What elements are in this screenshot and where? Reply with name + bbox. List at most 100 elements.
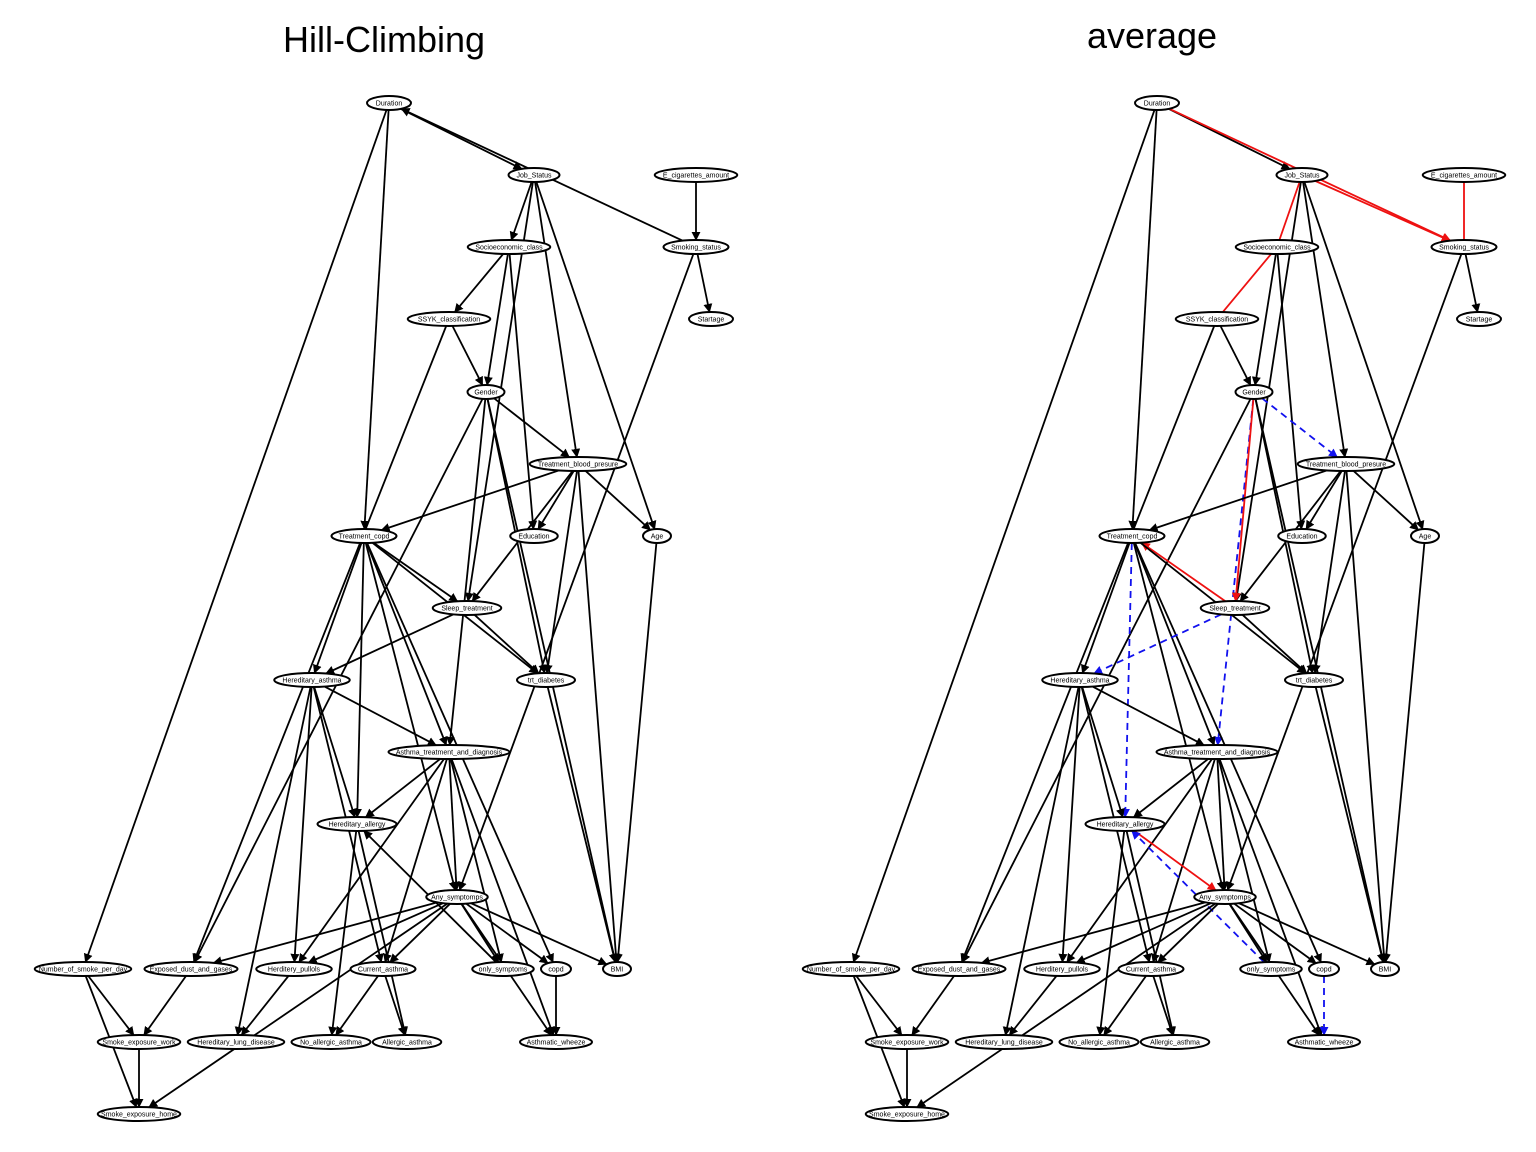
node-ellipse: [1275, 167, 1329, 183]
edge-left-asthma_tad-to-only_symptoms: [449, 758, 504, 963]
node-left-startage: Startage: [688, 311, 734, 327]
node-label: Education: [518, 534, 549, 541]
node-left-herditery_pullols: Herditery_pullols: [255, 961, 333, 977]
node-ellipse: [662, 239, 730, 255]
node-left-e_cig: E_cigarettes_amount: [653, 167, 739, 183]
node-ellipse: [330, 528, 398, 544]
node-label: Hereditary_allergy: [1097, 822, 1154, 829]
node-ellipse: [1370, 961, 1400, 977]
node-ellipse: [1239, 961, 1303, 977]
node-label: Hereditary_asthma: [1050, 678, 1109, 685]
node-right-asthmatic_wheeze: Asthmatic_wheeze: [1287, 1034, 1361, 1050]
edge-left-treatment_copd-to-hereditary_asthma: [313, 542, 363, 674]
node-label: copd: [548, 967, 563, 974]
node-label: Age: [651, 534, 664, 541]
edge-right-sleep_treatment-to-treatment_copd: [1140, 541, 1226, 603]
edge-left-hereditary_asthma-to-hereditary_allergy: [313, 686, 357, 818]
node-label: Education: [1286, 534, 1317, 541]
node-label: No_allergic_asthma: [300, 1040, 362, 1047]
node-left-exposed_dust: Exposed_dust_and_gases: [143, 961, 239, 977]
node-right-duration: Duration: [1134, 95, 1180, 111]
edge-left-duration-to-treatment_copd: [360, 109, 390, 530]
node-label: Hereditary_lung_disease: [965, 1040, 1043, 1047]
node-label: Any_symptomps: [431, 895, 483, 902]
edge-right-hereditary_allergy-to-no_allergic_asthma: [1096, 830, 1126, 1036]
edge-right-tbp-to-treatment_copd: [1148, 469, 1328, 532]
node-left-smoke_work: Smoke_exposure_work: [96, 1034, 182, 1050]
edge-right-socioeconomic_class-to-ssyk: [1222, 253, 1272, 313]
edge-right-gender-to-tbp: [1261, 397, 1338, 458]
node-right-exposed_dust: Exposed_dust_and_gases: [911, 961, 1007, 977]
node-left-hereditary_asthma: Hereditary_asthma: [273, 672, 351, 688]
node-ellipse: [1084, 816, 1166, 832]
node-ellipse: [1139, 1034, 1211, 1050]
node-ellipse: [864, 1034, 950, 1050]
node-right-socioeconomic_class: Socioeconomic_class: [1234, 239, 1320, 255]
node-label: Treatment_copd: [1107, 534, 1158, 541]
node-ellipse: [349, 961, 417, 977]
node-right-hereditary_lung: Hereditary_lung_disease: [954, 1034, 1054, 1050]
node-ellipse: [1234, 384, 1274, 400]
node-left-ssyk: SSYK_classification: [406, 311, 492, 327]
edge-left-job_status-to-socioeconomic_class: [509, 181, 533, 241]
node-ellipse: [1234, 239, 1320, 255]
node-ellipse: [1296, 456, 1396, 472]
node-right-education: Education: [1277, 528, 1327, 544]
node-label: Exposed_dust_and_gases: [918, 967, 1001, 974]
node-left-smoke_home: Smoke_exposure_home: [96, 1106, 182, 1122]
node-label: Hereditary_lung_disease: [197, 1040, 275, 1047]
node-label: Treatment_blood_presure: [1306, 462, 1386, 469]
edge-right-ssyk-to-exposed_dust: [960, 325, 1216, 963]
node-ellipse: [1430, 239, 1498, 255]
node-left-hereditary_lung: Hereditary_lung_disease: [186, 1034, 286, 1050]
edge-right-any_symptomps-to-exposed_dust: [980, 901, 1206, 966]
node-label: Treatment_copd: [339, 534, 390, 541]
node-label: Any_symptomps: [1199, 895, 1251, 902]
edge-right-hereditary_asthma-to-herditery_pullols: [1058, 686, 1081, 963]
node-ellipse: [466, 384, 506, 400]
node-left-no_allergic_asthma: No_allergic_asthma: [290, 1034, 372, 1050]
edge-left-job_status-to-tbp: [534, 181, 581, 458]
edge-right-treatment_copd-to-hereditary_allergy: [1120, 542, 1133, 818]
node-label: Herditery_pullols: [1036, 967, 1089, 974]
node-label: Socioeconomic_class: [475, 245, 543, 252]
node-label: Smoke_exposure_work: [102, 1040, 176, 1047]
edge-right-any_symptomps-to-current_asthma: [1157, 903, 1219, 963]
edge-left-any_symptomps-to-smoke_home: [148, 902, 448, 1108]
node-left-copd: copd: [540, 961, 572, 977]
node-label: BMI: [611, 967, 624, 974]
node-label: Job_Status: [1284, 173, 1320, 180]
edge-right-tbp-to-bmi: [1345, 470, 1389, 963]
node-right-any_symptomps: Any_symptomps: [1193, 889, 1257, 905]
node-ellipse: [186, 1034, 286, 1050]
edge-left-age-to-bmi: [613, 542, 658, 963]
node-right-no_allergic_asthma: No_allergic_asthma: [1058, 1034, 1140, 1050]
node-ellipse: [290, 1034, 372, 1050]
node-ellipse: [688, 311, 734, 327]
edge-right-treatment_copd-to-asthma_tad: [1133, 542, 1216, 746]
node-label: Smoke_exposure_home: [869, 1112, 945, 1119]
node-left-age: Age: [642, 528, 672, 544]
edge-left-hereditary_allergy-to-no_allergic_asthma: [328, 830, 358, 1036]
edge-left-hereditary_asthma-to-asthma_tad: [324, 685, 437, 746]
node-left-education: Education: [509, 528, 559, 544]
node-ellipse: [273, 672, 351, 688]
node-ellipse: [516, 672, 576, 688]
edge-left-tbp-to-bmi: [577, 470, 621, 963]
node-label: Current_asthma: [1126, 967, 1176, 974]
node-left-asthmatic_wheeze: Asthmatic_wheeze: [519, 1034, 593, 1050]
node-ellipse: [1193, 889, 1257, 905]
edge-right-number_smoke-to-smoke_work: [855, 975, 903, 1036]
edge-right-duration-to-number_smoke: [851, 109, 1156, 963]
node-left-current_asthma: Current_asthma: [349, 961, 417, 977]
node-ellipse: [1410, 528, 1440, 544]
node-left-treatment_copd: Treatment_copd: [330, 528, 398, 544]
edge-left-treatment_copd-to-hereditary_allergy: [352, 542, 365, 818]
node-ellipse: [1117, 961, 1185, 977]
node-ellipse: [507, 167, 561, 183]
edge-right-current_asthma-to-no_allergic_asthma: [1103, 975, 1147, 1036]
edge-right-asthma_tad-to-current_asthma: [1151, 758, 1216, 963]
node-label: Number_of_smoke_per_day: [807, 967, 896, 974]
node-label: Asthmatic_wheeze: [527, 1040, 586, 1047]
